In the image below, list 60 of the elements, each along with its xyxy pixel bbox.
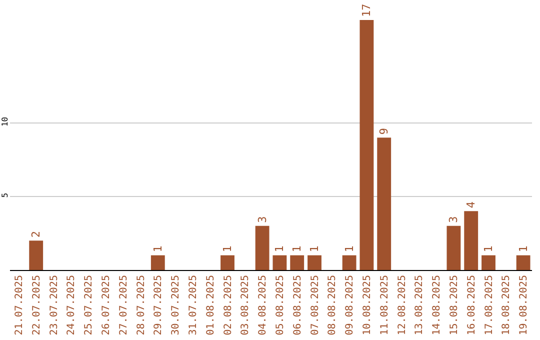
x-tick-label: 10.08.2025 (362, 275, 373, 336)
x-tick-label: 11.08.2025 (379, 275, 390, 336)
data-label: 9 (378, 128, 391, 135)
data-label: 3 (447, 216, 460, 223)
x-tick-label: 12.08.2025 (396, 275, 408, 336)
data-label: 3 (256, 216, 269, 223)
x-tick-label: 23.07.2025 (48, 275, 60, 336)
x-tick-label: 24.07.2025 (66, 275, 78, 336)
x-tick-label: 05.08.2025 (274, 275, 286, 336)
bar (464, 211, 478, 270)
data-label: 1 (273, 246, 286, 252)
x-tick-label: 31.07.2025 (188, 275, 199, 336)
data-label: 1 (221, 246, 234, 252)
x-tick-label: 26.07.2025 (100, 275, 112, 336)
bar (342, 255, 356, 270)
data-label: 4 (464, 201, 478, 208)
x-tick-label: 06.08.2025 (292, 275, 304, 336)
x-tick-label: 16.08.2025 (466, 275, 478, 336)
x-tick-label: 25.07.2025 (84, 275, 95, 336)
data-label: 17 (360, 4, 374, 17)
bar (446, 226, 461, 270)
x-tick-label: 14.08.2025 (432, 275, 443, 336)
x-tick-label: 21.07.2025 (14, 275, 25, 336)
data-label: 1 (342, 246, 356, 252)
x-tick-label: 27.07.2025 (118, 275, 130, 336)
data-label: 1 (151, 246, 164, 252)
x-tick-label: 09.08.2025 (344, 275, 356, 336)
x-tick-label: 03.08.2025 (240, 275, 252, 336)
bar (272, 255, 287, 270)
data-label: 2 (30, 230, 43, 238)
bar (360, 20, 374, 270)
y-tick-label: 10 (0, 116, 10, 127)
x-tick-label: 02.08.2025 (222, 275, 234, 336)
x-tick-label: 13.08.2025 (414, 275, 426, 336)
x-tick-label: 22.07.2025 (31, 275, 42, 336)
x-tick-label: 30.07.2025 (170, 275, 182, 336)
x-tick-label: 19.08.2025 (518, 275, 530, 336)
data-label: 1 (290, 246, 304, 252)
bar (290, 255, 304, 270)
bar (516, 255, 530, 270)
x-tick-label: 08.08.2025 (327, 275, 338, 336)
bar (482, 255, 496, 270)
data-label: 1 (482, 246, 495, 252)
x-tick-label: 15.08.2025 (448, 275, 460, 336)
x-tick-label: 28.07.2025 (136, 275, 147, 336)
data-label: 1 (516, 246, 530, 252)
x-tick-label: 29.07.2025 (153, 275, 164, 336)
bar (308, 255, 322, 270)
y-tick-label: 5 (0, 192, 10, 198)
bar (150, 255, 165, 270)
x-tick-label: 17.08.2025 (484, 275, 495, 336)
x-tick-label: 01.08.2025 (205, 275, 216, 336)
bar (377, 138, 392, 270)
data-label: 1 (308, 246, 321, 252)
bar (29, 240, 44, 270)
bar (220, 255, 234, 270)
x-tick-label: 18.08.2025 (501, 275, 512, 336)
x-tick-label: 04.08.2025 (258, 275, 269, 336)
x-tick-label: 07.08.2025 (310, 275, 321, 336)
bar (255, 226, 270, 270)
